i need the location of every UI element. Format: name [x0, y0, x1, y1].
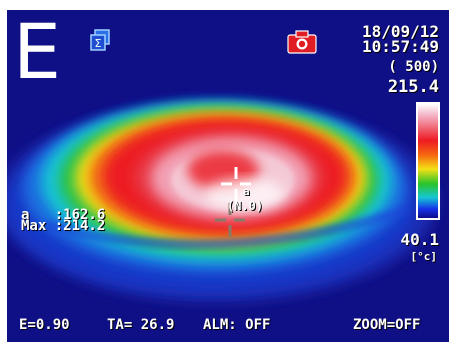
- temperature-color-scale: [416, 102, 440, 220]
- zoom-status: ZOOM=OFF: [353, 317, 421, 333]
- cursor-sub-label: (N.0): [227, 199, 264, 213]
- sigma-icon[interactable]: Σ: [87, 28, 113, 54]
- thermal-image: [7, 102, 437, 302]
- ambient-temp-value: TA= 26.9: [107, 317, 175, 333]
- max-crosshair[interactable]: [219, 167, 253, 201]
- max-reading: Max :214.2: [21, 218, 106, 234]
- mode-letter: E: [13, 10, 62, 96]
- svg-text:Σ: Σ: [95, 37, 102, 50]
- status-bar: E=0.90 TA= 26.9 ALM: OFF ZOOM=OFF: [7, 314, 449, 336]
- alarm-status: ALM: OFF: [203, 317, 271, 333]
- date-text: 18/09/12: [361, 22, 439, 41]
- scale-max-value: 215.4: [387, 77, 439, 97]
- thermal-viewer: E Σ 18/09/12 10:57:49 ( 500) 215.4 40.1 …: [7, 10, 449, 342]
- emissivity-value: E=0.90: [19, 317, 70, 333]
- spot-a-reading: a :162.6: [21, 207, 106, 223]
- temperature-unit: [°c]: [410, 250, 438, 263]
- range-label: ( 500): [388, 59, 439, 75]
- camera-icon[interactable]: [287, 30, 317, 54]
- measurement-readout: a :162.6 Max :214.2: [21, 207, 106, 234]
- spot-crosshair[interactable]: [213, 203, 247, 237]
- scale-min-value: 40.1: [400, 230, 439, 249]
- cursor-label: a: [243, 185, 250, 198]
- time-text: 10:57:49: [361, 37, 439, 56]
